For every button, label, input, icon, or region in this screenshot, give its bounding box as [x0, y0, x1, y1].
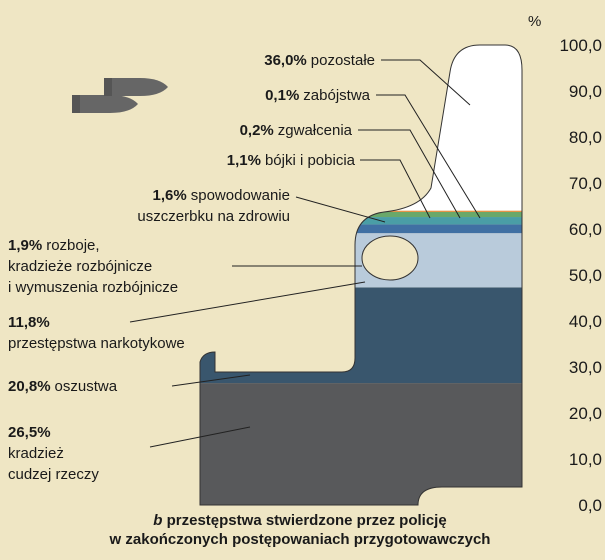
gun-shape [190, 45, 530, 505]
segment [190, 287, 530, 383]
value-label: 11,8% [8, 314, 50, 331]
value-label: 26,5% [8, 424, 51, 441]
caption-marker: b [153, 512, 162, 529]
y-tick-label: 100,0 [559, 36, 602, 55]
y-tick-label: 0,0 [578, 496, 602, 515]
value-label: 1,9% [8, 237, 42, 254]
category-label: przestępstwa narkotykowe [8, 335, 185, 352]
category-label: kradzież [8, 445, 64, 462]
y-tick-label: 20,0 [569, 404, 602, 423]
value-label-row: 36,0%pozostałe [264, 52, 375, 69]
value-label: 1,1% [227, 152, 261, 169]
chart: % b przestępstwa stwierdzone przez polic… [0, 0, 605, 560]
value-label-row: 0,1%zabójstwa [265, 87, 371, 104]
bullets-icon [72, 78, 168, 113]
y-tick-label: 70,0 [569, 174, 602, 193]
value-label-row: 1,1%bójki i pobicia [227, 152, 356, 169]
y-tick-label: 90,0 [569, 82, 602, 101]
y-tick-label: 10,0 [569, 450, 602, 469]
y-tick-label: 50,0 [569, 266, 602, 285]
category-label: bójki i pobicia [265, 152, 356, 169]
value-label: 36,0% [264, 52, 307, 69]
value-label: 0,2% [240, 122, 274, 139]
value-label-row: 26,5% [8, 424, 51, 441]
category-label: uszczerbku na zdrowiu [137, 208, 290, 225]
category-label: zgwałcenia [278, 122, 353, 139]
category-label: i wymuszenia rozbójnicze [8, 279, 178, 296]
caption: w zakończonych postępowaniach przygotowa… [109, 531, 491, 548]
y-tick-label: 30,0 [569, 358, 602, 377]
segment [190, 233, 530, 287]
category-label: zabójstwa [303, 87, 370, 104]
caption: b przestępstwa stwierdzone przez policję [153, 512, 446, 529]
value-label-row: 0,2%zgwałcenia [240, 122, 353, 139]
caption-line: przestępstwa stwierdzone przez policję [167, 512, 447, 529]
value-label-row: 1,9%rozboje, [8, 237, 100, 254]
category-label: pozostałe [311, 52, 375, 69]
category-label: rozboje, [46, 237, 99, 254]
category-label: cudzej rzeczy [8, 466, 99, 483]
value-label-row: 1,6%spowodowanie [153, 187, 290, 204]
value-label: 0,1% [265, 87, 299, 104]
y-tick-label: 60,0 [569, 220, 602, 239]
y-axis-label: % [528, 13, 541, 30]
value-label: 20,8% [8, 378, 51, 395]
y-tick-label: 40,0 [569, 312, 602, 331]
value-label-row: 11,8% [8, 314, 50, 331]
leader-line [296, 197, 385, 222]
category-label: oszustwa [55, 378, 118, 395]
category-label: kradzieże rozbójnicze [8, 258, 152, 275]
value-label-row: 20,8%oszustwa [8, 378, 118, 395]
y-tick-label: 80,0 [569, 128, 602, 147]
category-label: spowodowanie [191, 187, 290, 204]
value-label: 1,6% [153, 187, 187, 204]
